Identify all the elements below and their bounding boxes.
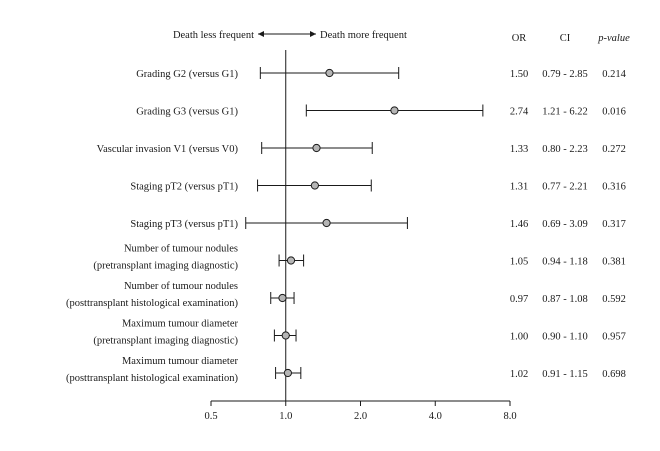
or-point <box>325 68 334 78</box>
p-value: 0.592 <box>602 294 626 305</box>
row-label: Number of tumour nodules (posttransplant … <box>66 281 239 309</box>
row-label-line: (pretransplant imaging diagnostic) <box>93 336 238 347</box>
p-value: 0.016 <box>602 107 626 118</box>
forest-row: Number of tumour nodules (pretransplant i… <box>93 244 625 272</box>
x-tick-label: 2.0 <box>354 411 367 422</box>
header-arrow-right-head <box>310 31 316 37</box>
row-label: Grading G2 (versus G1) <box>136 69 238 80</box>
or-value: 0.97 <box>510 294 528 305</box>
row-label-line: Number of tumour nodules <box>124 281 238 292</box>
ci-value: 0.90 - 1.10 <box>542 332 588 343</box>
forest-row: Number of tumour nodules (posttransplant … <box>66 281 626 309</box>
row-label-line: Maximum tumour diameter <box>122 319 239 330</box>
forest-row: Maximum tumour diameter (pretransplant im… <box>93 319 625 347</box>
or-value: 1.05 <box>510 257 528 268</box>
ci-value: 0.80 - 2.23 <box>542 144 588 155</box>
or-point <box>278 293 287 303</box>
or-point <box>312 143 321 153</box>
forest-row: Vascular invasion V1 (versus V0) 1.33 0.80… <box>97 142 626 155</box>
p-value: 0.214 <box>602 69 626 80</box>
header-right-label: Death more frequent <box>320 30 407 41</box>
or-value: 1.00 <box>510 332 528 343</box>
forest-row: Grading G2 (versus G1) 1.50 0.79 - 2.85 0.2… <box>136 67 627 80</box>
row-label: Maximum tumour diameter (pretransplant im… <box>93 319 238 347</box>
row-label: Staging pT2 (versus pT1) <box>130 182 238 193</box>
or-point <box>283 368 292 378</box>
p-value: 0.317 <box>602 219 626 230</box>
col-header-ci: CI <box>560 33 571 44</box>
row-label-line: Number of tumour nodules <box>124 244 238 255</box>
or-value: 1.33 <box>510 144 528 155</box>
col-header-p: p-value <box>597 33 630 44</box>
p-value: 0.272 <box>602 144 626 155</box>
or-point <box>322 218 331 228</box>
forest-row: Staging pT2 (versus pT1) 1.31 0.77 - 2.21 0… <box>130 179 626 193</box>
row-label-line: (posttransplant histological examination… <box>66 373 239 384</box>
or-value: 2.74 <box>510 107 529 118</box>
ci-value: 0.91 - 1.15 <box>542 369 588 380</box>
row-label-line: Maximum tumour diameter <box>122 356 239 367</box>
p-value: 0.381 <box>602 257 626 268</box>
row-label-line: (posttransplant histological examination… <box>66 298 239 309</box>
x-tick-label: 8.0 <box>503 411 516 422</box>
ci-value: 0.87 - 1.08 <box>542 294 588 305</box>
forest-row: Staging pT3 (versus pT1) 1.46 0.69 - 3.09 0… <box>130 217 626 230</box>
row-label: Vascular invasion V1 (versus V0) <box>97 144 239 155</box>
or-point <box>286 256 296 265</box>
col-header-or: OR <box>512 33 527 44</box>
forest-row: Grading G3 (versus G1) 2.74 1.21 - 6.22 0.0… <box>136 104 626 118</box>
p-value: 0.316 <box>602 182 626 193</box>
header-left-label: Death less frequent <box>173 30 254 41</box>
ci-value: 1.21 - 6.22 <box>542 107 588 118</box>
header-arrow-left-head <box>258 31 264 37</box>
x-tick-label: 0.5 <box>204 411 217 422</box>
or-point <box>281 331 290 340</box>
x-axis-ticks: 0.5 1.0 2.0 4.0 8.0 <box>204 401 517 422</box>
or-value: 1.31 <box>510 182 528 193</box>
row-label-line: (pretransplant imaging diagnostic) <box>93 261 238 272</box>
ci-value: 0.79 - 2.85 <box>542 69 588 80</box>
or-value: 1.02 <box>510 369 528 380</box>
row-label: Number of tumour nodules (pretransplant i… <box>93 244 238 272</box>
x-tick-label: 1.0 <box>279 411 292 422</box>
or-point <box>390 106 399 115</box>
or-point <box>310 181 319 190</box>
row-label: Maximum tumour diameter (posttransplant h… <box>66 356 239 384</box>
forest-row: Maximum tumour diameter (posttransplant h… <box>66 356 626 384</box>
p-value: 0.957 <box>602 332 626 343</box>
or-value: 1.50 <box>510 69 528 80</box>
or-value: 1.46 <box>510 219 528 230</box>
x-tick-label: 4.0 <box>429 411 442 422</box>
row-label: Grading G3 (versus G1) <box>136 107 238 118</box>
ci-value: 0.77 - 2.21 <box>542 182 588 193</box>
ci-value: 0.69 - 3.09 <box>542 219 588 230</box>
row-label: Staging pT3 (versus pT1) <box>130 219 238 230</box>
p-value: 0.698 <box>602 369 626 380</box>
forest-rows: Grading G2 (versus G1) 1.50 0.79 - 2.85 0.2… <box>66 67 627 384</box>
ci-value: 0.94 - 1.18 <box>542 257 588 268</box>
